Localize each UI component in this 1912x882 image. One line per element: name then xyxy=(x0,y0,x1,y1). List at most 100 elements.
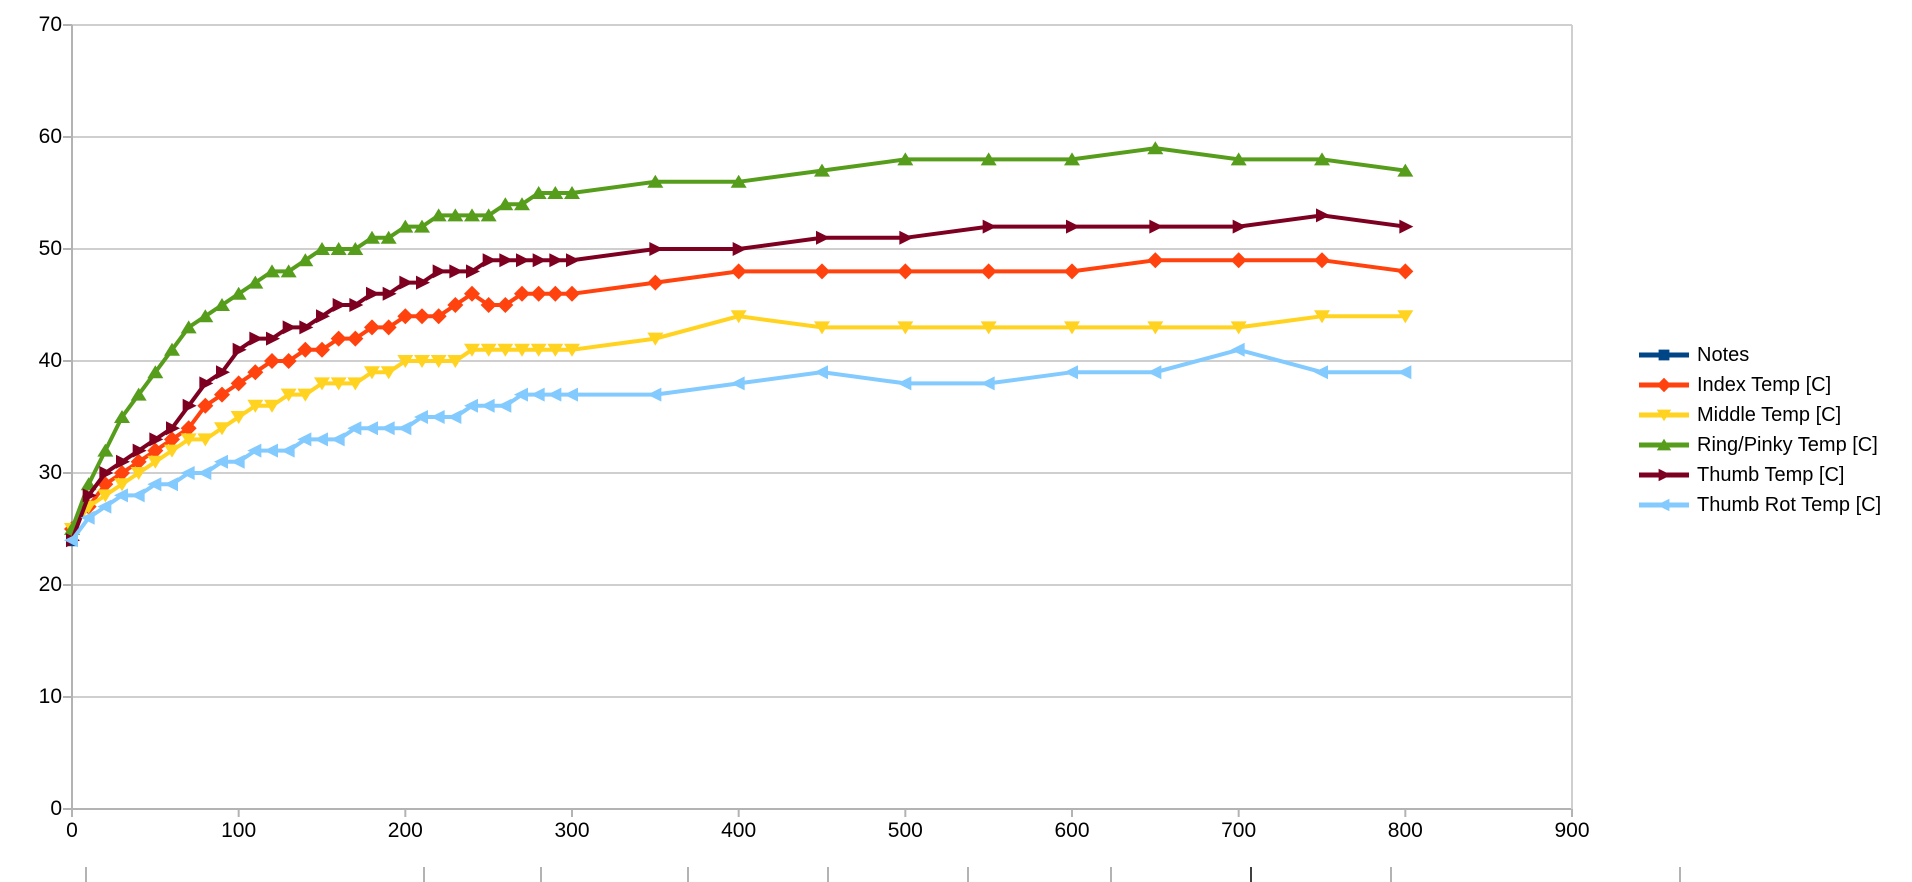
series-marker-2 xyxy=(480,343,497,357)
legend-label: Index Temp [C] xyxy=(1697,373,1832,396)
x-axis-label-600: 600 xyxy=(1054,819,1090,842)
legend-item-3[interactable]: Ring/Pinky Temp [C] xyxy=(1637,430,1881,460)
series-marker-1 xyxy=(730,263,747,280)
legend-label: Thumb Rot Temp [C] xyxy=(1697,493,1882,516)
series-marker-2 xyxy=(297,388,314,402)
y-axis-label-30: 30 xyxy=(38,461,62,484)
series-marker-5 xyxy=(1230,342,1245,357)
series-marker-3 xyxy=(464,208,480,222)
series-marker-1 xyxy=(897,263,914,280)
series-marker-4 xyxy=(282,320,297,335)
legend-item-0[interactable]: Notes xyxy=(1637,340,1881,370)
series-marker-2 xyxy=(547,343,564,357)
series-marker-2 xyxy=(514,343,530,357)
series-marker-5 xyxy=(564,387,578,402)
legend-item-4[interactable]: Thumb Temp [C] xyxy=(1637,460,1881,490)
series-marker-3 xyxy=(197,309,214,323)
chart-legend: Notes Index Temp [C] Middle Temp [C] Ring/P… xyxy=(1637,340,1881,520)
series-marker-1 xyxy=(197,397,214,414)
series-marker-3 xyxy=(147,365,164,379)
x-axis-label-900: 900 xyxy=(1554,819,1590,842)
series-marker-1 xyxy=(447,297,464,313)
series-marker-3 xyxy=(297,253,314,267)
series-marker-3 xyxy=(264,264,280,278)
series-marker-4 xyxy=(649,242,664,256)
series-marker-3 xyxy=(114,410,130,423)
series-marker-5 xyxy=(647,387,662,402)
bottom-edge-tick xyxy=(1110,867,1112,882)
series-marker-2 xyxy=(1064,321,1080,335)
series-marker-1 xyxy=(480,297,497,313)
series-marker-2 xyxy=(264,399,280,413)
y-axis-label-60: 60 xyxy=(38,125,62,148)
series-marker-1 xyxy=(280,353,297,369)
x-axis-label-800: 800 xyxy=(1387,819,1423,842)
legend-marker-square-icon xyxy=(1639,349,1689,361)
series-marker-3 xyxy=(564,186,580,199)
legend-marker-diamond-icon xyxy=(1639,377,1689,393)
series-marker-3 xyxy=(647,174,664,188)
series-marker-3 xyxy=(430,208,447,222)
series-marker-5 xyxy=(314,432,328,447)
series-marker-2 xyxy=(130,467,147,480)
series-marker-5 xyxy=(397,421,412,436)
series-marker-5 xyxy=(197,466,212,480)
series-marker-2 xyxy=(314,377,330,391)
series-marker-1 xyxy=(330,330,347,347)
series-marker-1 xyxy=(647,274,664,291)
series-marker-2 xyxy=(730,310,747,324)
legend-item-5[interactable]: Thumb Rot Temp [C] xyxy=(1637,490,1881,520)
series-marker-5 xyxy=(214,454,228,469)
legend-item-1[interactable]: Index Temp [C] xyxy=(1637,370,1881,400)
series-marker-4 xyxy=(1232,219,1247,234)
series-marker-4 xyxy=(216,365,230,380)
series-marker-3 xyxy=(547,186,564,199)
series-marker-1 xyxy=(414,308,430,325)
series-marker-5 xyxy=(330,432,345,447)
series-marker-5 xyxy=(130,488,145,503)
series-marker-4 xyxy=(299,320,314,335)
series-marker-3 xyxy=(230,286,247,300)
series-marker-5 xyxy=(147,477,162,492)
series-marker-5 xyxy=(97,499,112,514)
series-marker-4 xyxy=(482,253,497,268)
series-marker-4 xyxy=(232,342,247,357)
series-marker-1 xyxy=(380,319,397,336)
series-marker-3 xyxy=(497,197,514,211)
series-marker-4 xyxy=(149,432,164,447)
series-marker-1 xyxy=(980,263,997,280)
series-marker-2 xyxy=(330,377,347,391)
series-marker-3 xyxy=(214,298,230,311)
series-marker-5 xyxy=(230,454,245,469)
series-marker-3 xyxy=(130,387,147,401)
series-marker-2 xyxy=(1230,321,1247,335)
series-line-5 xyxy=(70,347,1406,542)
series-marker-2 xyxy=(1314,310,1330,324)
series-marker-4 xyxy=(449,264,464,279)
x-axis-label-700: 700 xyxy=(1221,819,1257,842)
bottom-edge-tick xyxy=(687,867,689,882)
series-marker-1 xyxy=(497,297,514,313)
series-marker-5 xyxy=(447,410,462,424)
series-marker-4 xyxy=(399,275,414,290)
series-marker-4 xyxy=(249,331,264,346)
series-marker-2 xyxy=(380,366,397,380)
series-marker-2 xyxy=(980,321,997,335)
series-marker-2 xyxy=(97,489,114,503)
series-marker-1 xyxy=(547,285,564,302)
series-marker-3 xyxy=(980,152,997,166)
series-marker-4 xyxy=(466,264,480,279)
series-marker-1 xyxy=(464,285,480,302)
series-marker-4 xyxy=(516,253,530,268)
series-marker-1 xyxy=(147,442,164,459)
series-marker-2 xyxy=(230,411,247,424)
series-marker-5 xyxy=(347,421,362,436)
series-marker-5 xyxy=(530,387,545,402)
series-marker-1 xyxy=(114,465,130,481)
y-axis-label-70: 70 xyxy=(38,13,62,36)
legend-item-2[interactable]: Middle Temp [C] xyxy=(1637,400,1881,430)
legend-label: Ring/Pinky Temp [C] xyxy=(1697,433,1878,456)
bottom-edge-tick xyxy=(85,867,87,882)
series-marker-2 xyxy=(897,321,914,335)
